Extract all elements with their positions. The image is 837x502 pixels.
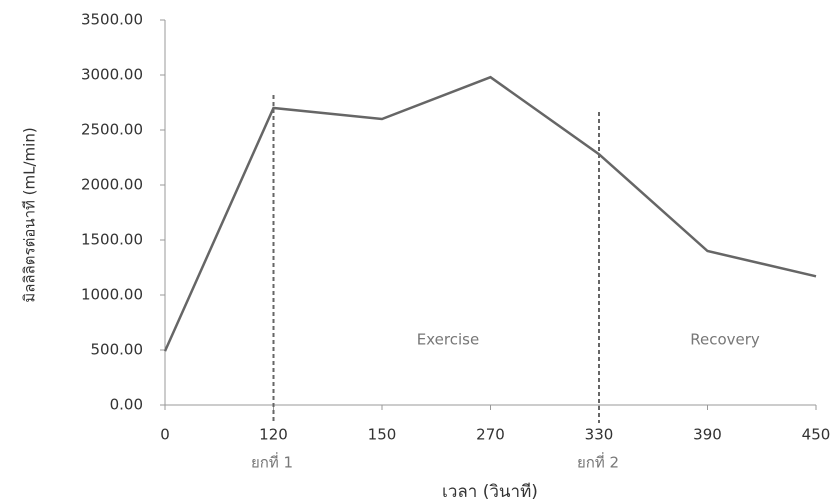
y-tick-label: 2000.00 xyxy=(81,176,143,194)
x-tick-label: 450 xyxy=(802,426,831,444)
y-tick-label: 0.00 xyxy=(110,396,143,414)
y-tick-label: 1500.00 xyxy=(81,231,143,249)
x-tick-label: 330 xyxy=(585,426,614,444)
x-tick-label: 0 xyxy=(160,426,170,444)
annotation: Exercise xyxy=(417,331,479,349)
y-tick-label: 2500.00 xyxy=(81,121,143,139)
y-axis-title: มิลลิลิตรต่อนาที (mL/min) xyxy=(21,127,39,302)
annotation: ยกที่ 2 xyxy=(577,452,619,472)
y-tick-label: 500.00 xyxy=(91,341,144,359)
y-tick-label: 3000.00 xyxy=(81,66,143,84)
y-tick-label: 1000.00 xyxy=(81,286,143,304)
x-tick-label: 270 xyxy=(476,426,505,444)
x-tick-label: 390 xyxy=(693,426,722,444)
x-axis-title: เวลา (วินาที) xyxy=(442,482,538,502)
y-tick-label: 3500.00 xyxy=(81,11,143,29)
annotation: Recovery xyxy=(690,331,760,349)
x-tick-label: 150 xyxy=(368,426,397,444)
annotation: ยกที่ 1 xyxy=(251,452,293,472)
x-tick-label: 120 xyxy=(259,426,288,444)
line xyxy=(163,75,817,352)
